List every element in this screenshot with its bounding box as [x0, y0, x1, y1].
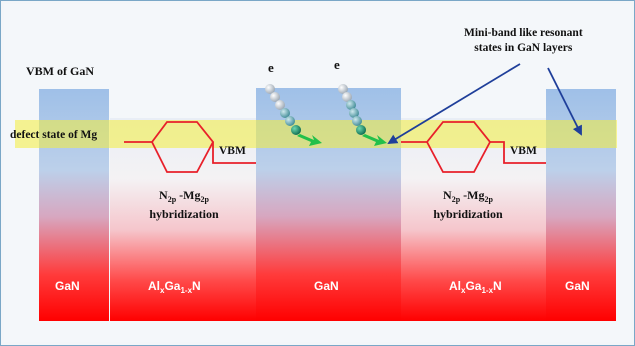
hybridization-hexagon-right — [401, 121, 546, 173]
algan-column-2 — [401, 118, 546, 321]
mini-band-line-2: states in GaN layers — [474, 42, 573, 54]
gan-label-2: GaN — [314, 279, 339, 293]
hybridization-formula-right: N2p -Mg2p — [443, 188, 493, 204]
algan-label-1: AlxGa1-xN — [148, 279, 201, 295]
mini-band-label: Mini-band like resonant states in GaN la… — [464, 26, 583, 56]
hybridization-hexagon-left — [124, 121, 256, 173]
electron-trail-left — [265, 84, 322, 146]
hybridization-label-left: N2p -Mg2p hybridization — [136, 188, 232, 222]
algan-label-2: AlxGa1-xN — [449, 279, 502, 295]
hybridization-formula-left: N2p -Mg2p — [159, 188, 209, 204]
green-arrow-right — [362, 134, 387, 146]
gan-label-3: GaN — [565, 279, 590, 293]
hybridization-label-right: N2p -Mg2p hybridization — [420, 188, 516, 222]
electron-trail-right — [338, 84, 387, 146]
vbm-label-right: VBM — [510, 145, 537, 157]
gan-label-1: GaN — [55, 279, 80, 293]
pointer-arrow-2 — [547, 67, 582, 136]
green-arrow-left — [297, 134, 322, 146]
hybridization-word-right: hybridization — [433, 207, 503, 221]
defect-state-label: defect state of Mg — [10, 129, 98, 141]
vbm-of-gan-label: VBM of GaN — [26, 64, 94, 78]
algan-column-1 — [110, 118, 256, 321]
mini-band-line-1: Mini-band like resonant — [464, 27, 583, 39]
pointer-arrow-1 — [387, 63, 521, 145]
vbm-label-left: VBM — [219, 145, 246, 157]
electron-label-left: e — [268, 60, 274, 75]
electron-label-right: e — [334, 57, 340, 72]
hybridization-word-left: hybridization — [149, 207, 219, 221]
